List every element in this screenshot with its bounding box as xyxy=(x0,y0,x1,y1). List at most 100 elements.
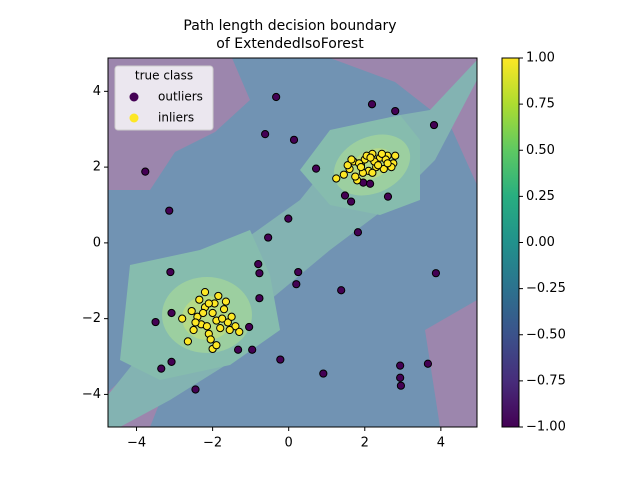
scatter-point xyxy=(183,337,192,346)
x-tick-label: −4 xyxy=(127,436,146,451)
scatter-point xyxy=(396,381,406,390)
scatter-point xyxy=(340,191,350,200)
scatter-point xyxy=(214,291,223,301)
scatter-point xyxy=(254,259,263,269)
scatter-point xyxy=(294,267,303,277)
x-tick-label: −2 xyxy=(203,436,222,451)
scatter-point xyxy=(218,314,227,323)
scatter-point xyxy=(272,92,281,102)
scatter-point xyxy=(353,228,363,237)
scatter-point xyxy=(202,322,212,331)
scatter-point xyxy=(223,318,232,327)
scatter-point xyxy=(195,295,204,304)
scatter-point xyxy=(383,159,392,168)
legend-marker xyxy=(129,113,139,123)
scatter-point xyxy=(346,197,356,206)
scatter-point xyxy=(248,345,257,354)
scatter-point xyxy=(284,214,293,223)
colorbar xyxy=(501,57,520,428)
legend-marker xyxy=(129,92,139,102)
scatter-point xyxy=(276,355,285,364)
colorbar-tick-label: 0.00 xyxy=(526,235,555,250)
x-tick-label: 2 xyxy=(361,436,369,451)
scatter-point xyxy=(431,269,441,278)
legend-title: true class xyxy=(135,69,193,83)
colorbar-tick-label: 0.50 xyxy=(526,143,555,158)
colorbar-tick-label: −0.75 xyxy=(526,373,566,388)
y-tick-label: 4 xyxy=(93,84,101,99)
chart-title: of ExtendedIsoForest xyxy=(216,36,364,52)
scatter-point xyxy=(289,135,299,144)
legend-label: inliers xyxy=(158,111,194,125)
scatter-point xyxy=(245,322,254,332)
scatter-point xyxy=(264,233,273,242)
scatter-point xyxy=(319,369,328,378)
scatter-point xyxy=(151,317,160,327)
scatter-point xyxy=(189,325,198,335)
scatter-point xyxy=(391,151,400,160)
scatter-point xyxy=(379,164,388,174)
scatter-point xyxy=(199,308,208,318)
scatter-point xyxy=(373,161,383,170)
scatter-point xyxy=(332,174,341,183)
scatter-point xyxy=(292,280,301,289)
scatter-point xyxy=(377,149,386,158)
scatter-point xyxy=(191,318,200,327)
scatter-point xyxy=(261,130,270,139)
colorbar-tick-label: 0.75 xyxy=(526,97,555,112)
scatter-point xyxy=(396,361,405,370)
scatter-point xyxy=(339,170,348,179)
scatter-point xyxy=(216,324,225,333)
scatter-point xyxy=(200,288,210,297)
scatter-point xyxy=(234,345,243,354)
scatter-point xyxy=(396,373,405,382)
legend-box xyxy=(114,65,214,131)
legend-label: outliers xyxy=(158,90,203,104)
scatter-point xyxy=(191,385,200,394)
scatter-point xyxy=(356,163,366,172)
colorbar-tick-label: −1.00 xyxy=(526,420,566,435)
scatter-point xyxy=(391,106,400,116)
y-tick-label: 0 xyxy=(93,235,101,250)
scatter-point xyxy=(255,294,264,303)
y-tick-label: −4 xyxy=(82,387,101,402)
scatter-point xyxy=(157,364,166,373)
scatter-point xyxy=(343,161,352,170)
colorbar-tick-label: −0.25 xyxy=(526,281,566,296)
colorbar-tick-label: 0.25 xyxy=(526,189,555,204)
scatter-point xyxy=(167,357,176,366)
scatter-point xyxy=(141,167,150,176)
scatter-point xyxy=(423,359,433,368)
scatter-point xyxy=(255,269,264,278)
scatter-point xyxy=(311,164,321,173)
scatter-point xyxy=(178,314,187,323)
scatter-point xyxy=(167,308,176,318)
scatter-point xyxy=(351,172,360,181)
scatter-point xyxy=(219,305,229,314)
scatter-point xyxy=(235,327,244,337)
scatter-point xyxy=(337,286,346,295)
colorbar-tick-label: −0.50 xyxy=(526,327,566,342)
scatter-point xyxy=(208,308,217,318)
scatter-point xyxy=(231,322,240,331)
scatter-point xyxy=(347,155,356,164)
scatter-point xyxy=(221,297,231,306)
scatter-point xyxy=(166,267,175,277)
x-tick-label: 4 xyxy=(437,436,445,451)
scatter-point xyxy=(187,306,196,316)
y-tick-label: 2 xyxy=(93,160,101,175)
colorbar-tick-label: 1.00 xyxy=(526,51,555,66)
scatter-point xyxy=(383,192,393,201)
scatter-point xyxy=(429,120,439,130)
scatter-point xyxy=(225,325,234,335)
x-tick-label: 0 xyxy=(285,436,293,451)
scatter-point xyxy=(366,179,375,188)
scatter-point xyxy=(212,341,221,350)
scatter-point xyxy=(227,312,236,321)
scatter-point xyxy=(366,153,375,162)
scatter-point xyxy=(165,206,174,215)
scatter-point xyxy=(367,100,377,109)
scatter-point xyxy=(206,335,215,344)
